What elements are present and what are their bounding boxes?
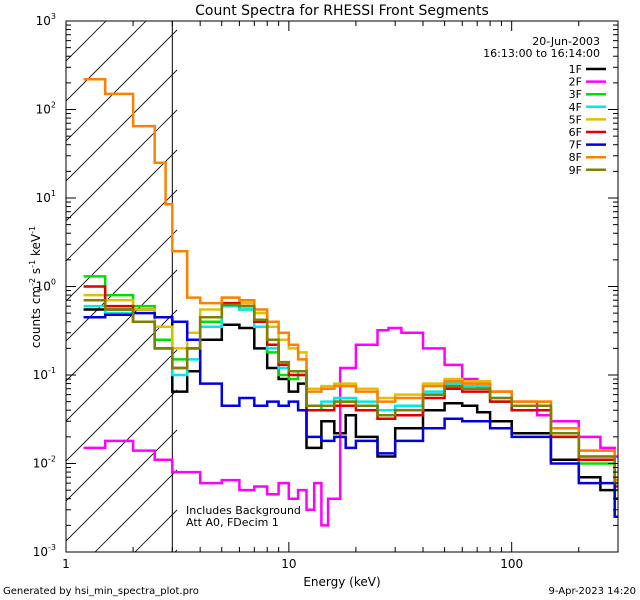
y-tick-exponent: 1: [51, 189, 56, 198]
hatch-line: [66, 189, 177, 302]
y-tick-base: 10: [33, 457, 48, 471]
y-tick-exponent: 0: [51, 278, 56, 287]
annotation-attenuator: Att A0, FDecim 1: [186, 516, 279, 529]
y-label-exp-cm: -2: [28, 278, 37, 286]
hatch-line: [66, 429, 177, 542]
y-tick-label: 10-1: [33, 366, 56, 382]
y-tick-label: 10-2: [33, 455, 56, 471]
y-tick-label: 100: [36, 278, 56, 294]
x-tick-label: 1: [62, 557, 70, 571]
series-9F: [83, 298, 618, 485]
footer-generator: Generated by hsi_min_spectra_plot.pro: [3, 586, 199, 597]
y-tick-base: 10: [36, 14, 51, 28]
excluded-region-hatch: [66, 21, 177, 552]
hatch-line: [66, 229, 177, 342]
y-tick-exponent: -3: [48, 543, 56, 552]
hatch-line: [66, 29, 177, 142]
y-label-exp-kev: -1: [28, 226, 37, 234]
hatch-line: [66, 389, 177, 502]
legend-label: 4F: [569, 101, 582, 114]
x-axis-label: Energy (keV): [303, 575, 380, 589]
legend-label: 5F: [569, 113, 582, 126]
y-tick-label: 103: [36, 12, 56, 28]
legend-label: 6F: [569, 126, 582, 139]
legend-label: 2F: [569, 76, 582, 89]
time-range: 16:13:00 to 16:14:00: [483, 47, 600, 60]
y-tick-exponent: 3: [51, 12, 56, 21]
legend-label: 9F: [569, 164, 582, 177]
x-tick-label: 100: [500, 557, 523, 571]
y-tick-label: 10-3: [33, 543, 56, 559]
x-axis: 1 10 100: [62, 21, 619, 571]
x-tick-label: 10: [281, 557, 296, 571]
y-tick-exponent: -1: [48, 366, 56, 375]
y-label-tail: keV: [29, 233, 43, 260]
y-tick-base: 10: [36, 191, 51, 205]
annotation-background: Includes Background: [186, 504, 301, 517]
y-label-exp-s: -1: [28, 260, 37, 268]
legend-label: 8F: [569, 151, 582, 164]
y-tick-base: 10: [36, 280, 51, 294]
hatch-line: [66, 269, 177, 382]
observation-date: 20-Jun-2003: [532, 35, 600, 48]
footer-timestamp: 9-Apr-2023 14:20: [549, 586, 636, 597]
y-tick-label: 101: [36, 189, 56, 205]
y-tick-base: 10: [33, 545, 48, 559]
y-tick-exponent: -2: [48, 455, 56, 464]
legend-label: 7F: [569, 139, 582, 152]
legend-label: 1F: [569, 63, 582, 76]
y-tick-base: 10: [36, 103, 51, 117]
chart-title: Count Spectra for RHESSI Front Segments: [195, 3, 489, 19]
y-label-mid: s: [29, 268, 43, 278]
hatch-line: [66, 69, 177, 182]
y-tick-exponent: 2: [51, 101, 56, 110]
series-group: [83, 77, 618, 527]
series-7F: [83, 311, 618, 519]
y-tick-label: 102: [36, 101, 56, 117]
y-label-main: counts cm: [29, 286, 43, 348]
legend-label: 3F: [569, 88, 582, 101]
y-tick-base: 10: [33, 368, 48, 382]
y-axis-label: counts cm-2 s-1 keV-1: [28, 226, 43, 348]
